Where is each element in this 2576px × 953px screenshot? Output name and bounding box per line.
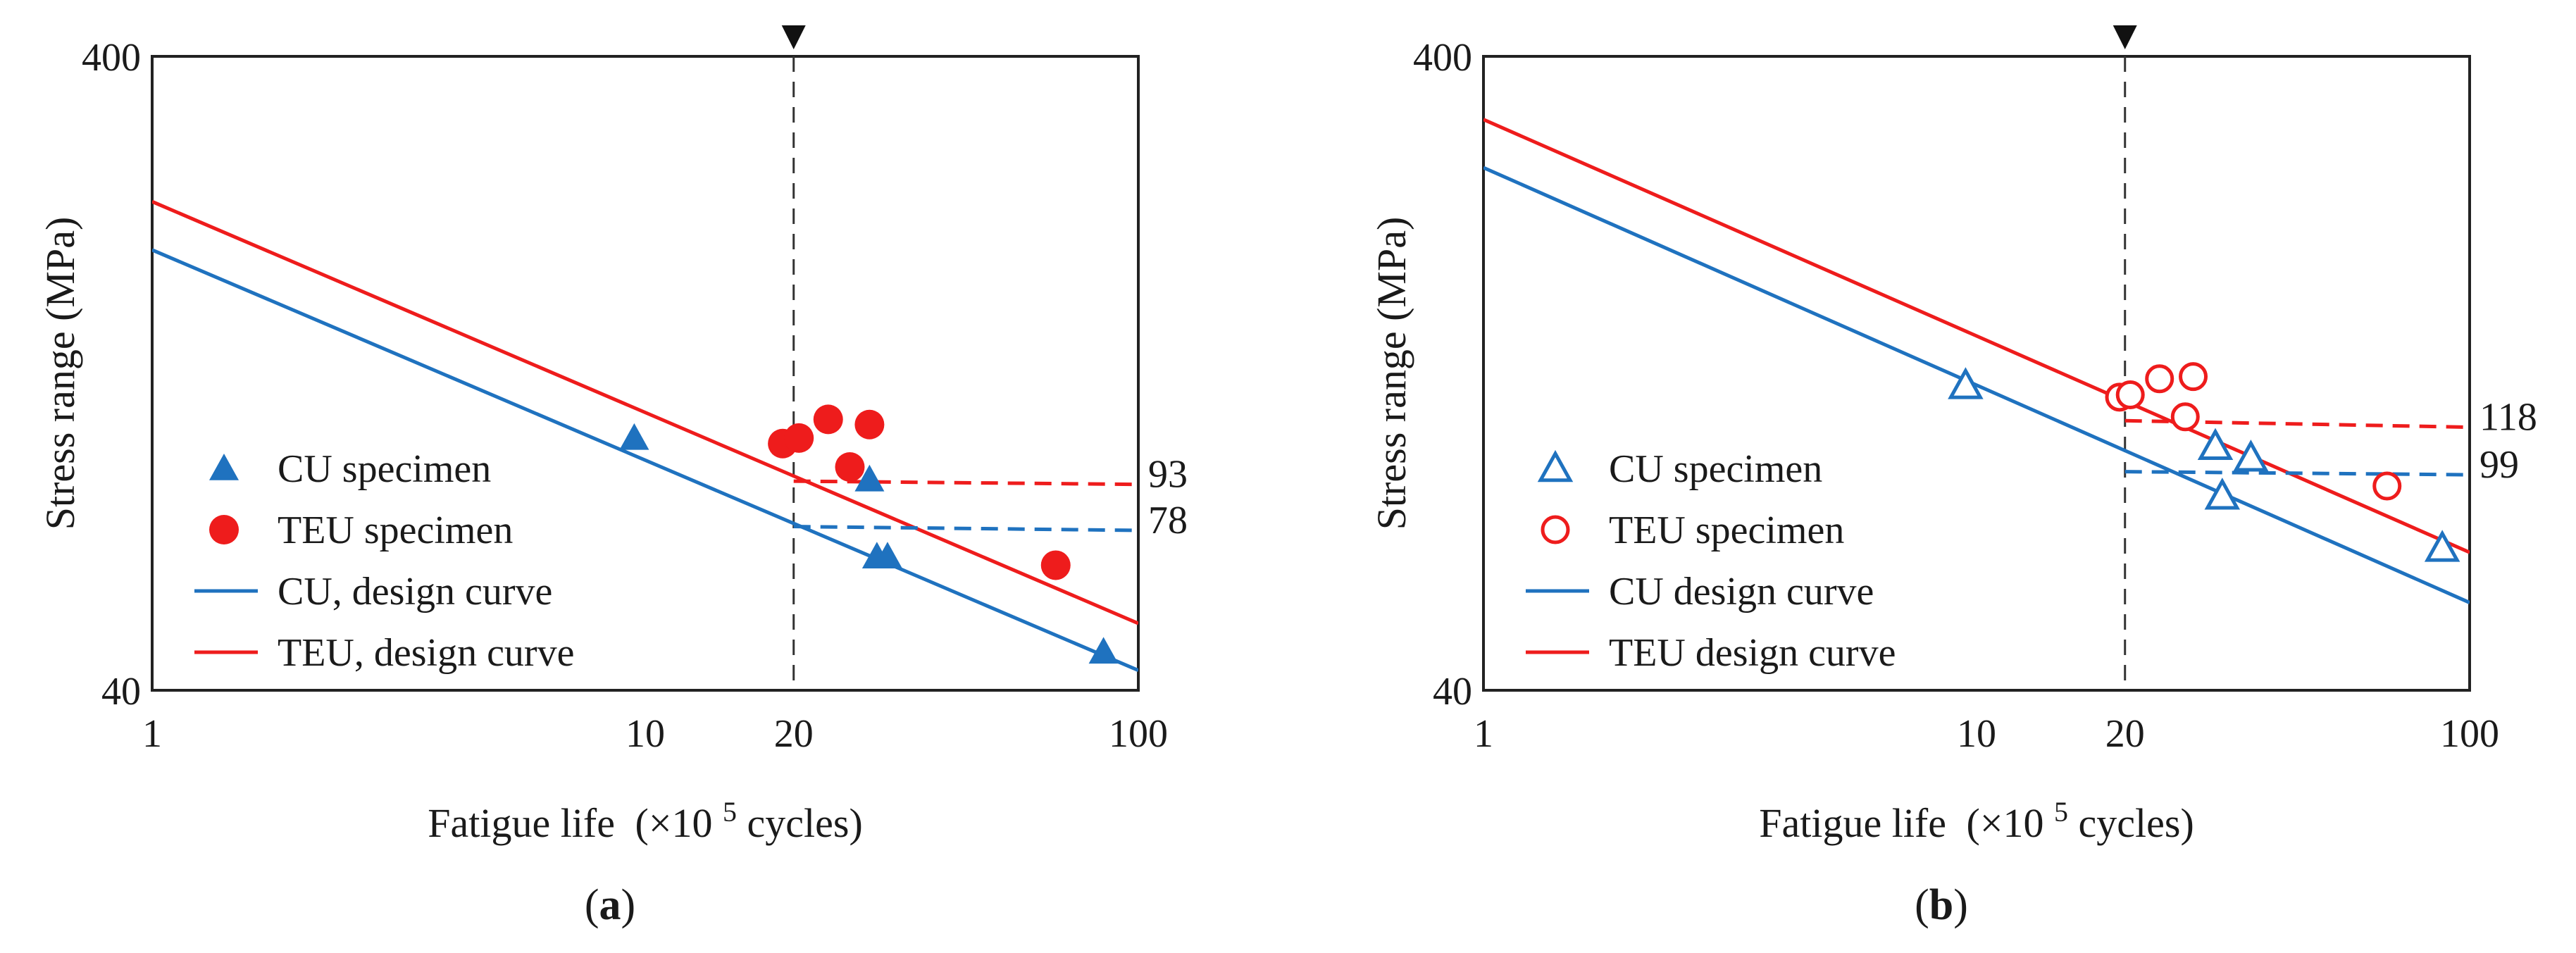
panel-caption-a: (a) (585, 881, 635, 929)
data-point-triangle (1088, 637, 1119, 664)
data-point-circle (2170, 402, 2200, 432)
x-axis-title: Fatigue life (×10 5 cycles) (428, 785, 863, 846)
reference-marker-icon (2113, 25, 2137, 49)
limit-line (793, 479, 1139, 487)
x-axis-title-main: Fatigue life (428, 800, 615, 846)
data-point-circle (1040, 550, 1071, 580)
legend-label: CU specimen (1609, 447, 1822, 491)
x-axis-title-unit-open: (×10 (1967, 800, 2044, 846)
legend-label: TEU specimen (278, 509, 513, 552)
x-tick-label: 1 (142, 712, 162, 756)
limit-value-label: 99 (2479, 443, 2519, 487)
data-point-circle (784, 423, 814, 453)
x-tick-label: 100 (2440, 712, 2499, 756)
data-point-triangle (854, 464, 885, 492)
data-point-triangle (872, 542, 902, 569)
x-axis-title-unit-close: cycles) (747, 800, 863, 846)
data-point-triangle (2204, 478, 2241, 510)
panel-caption-letter: b (1929, 881, 1953, 929)
reference-marker-icon (781, 25, 806, 49)
legend-symbol (209, 515, 239, 544)
y-tick-label: 40 (1433, 670, 1472, 714)
panel-caption-b: (b) (1915, 881, 1968, 929)
data-point-triangle (1948, 367, 1984, 399)
data-point-circle (2115, 380, 2145, 409)
legend-label: CU, design curve (278, 570, 552, 613)
x-axis-title-main: Fatigue life (1759, 800, 1946, 846)
reference-label: 20 (774, 712, 814, 756)
legend-label: CU specimen (278, 447, 491, 491)
limit-value-label: 118 (2479, 396, 2537, 440)
limit-line (793, 525, 1139, 532)
x-axis-title-unit-exp: 5 (723, 796, 737, 828)
legend-symbol (1537, 449, 1574, 482)
legend-label: TEU, design curve (278, 631, 574, 675)
y-axis-title: Stress range (MPa) (1369, 217, 1414, 530)
data-point-circle (2145, 364, 2174, 394)
x-axis-title-unit-open: (×10 (635, 800, 713, 846)
x-tick-label: 10 (1957, 712, 1996, 756)
x-tick-label: 1 (1474, 712, 1493, 756)
y-tick-label: 40 (101, 670, 141, 714)
legend-label: TEU design curve (1609, 631, 1896, 675)
design-curve-teu-design-curve (1483, 118, 2470, 554)
limit-line (2124, 470, 2470, 477)
x-tick-label: 100 (1109, 712, 1168, 756)
y-tick-label: 400 (1413, 36, 1472, 80)
reference-label: 20 (2105, 712, 2145, 756)
data-point-triangle (2233, 440, 2269, 472)
data-point-triangle (2424, 530, 2460, 562)
y-axis-title: Stress range (MPa) (37, 217, 83, 530)
plot-frame (151, 55, 1140, 692)
x-axis-title: Fatigue life (×10 5 cycles) (1759, 785, 2194, 846)
y-tick-label: 400 (82, 36, 141, 80)
data-point-circle (2372, 471, 2402, 501)
data-point-circle (854, 409, 885, 440)
legend-symbol (209, 454, 239, 480)
plot-frame (1482, 55, 2471, 692)
limit-value-label: 78 (1148, 499, 1188, 542)
panel-caption-letter: a (599, 881, 621, 929)
data-point-circle (2179, 362, 2208, 392)
legend-symbol (1541, 515, 1570, 544)
data-point-circle (835, 452, 865, 482)
limit-value-label: 93 (1148, 453, 1188, 497)
x-axis-title-unit-exp: 5 (2054, 796, 2068, 828)
legend-label: TEU specimen (1609, 509, 1844, 552)
design-curve-cu-design-curve (1483, 166, 2470, 604)
legend-label: CU design curve (1609, 570, 1874, 613)
x-tick-label: 10 (626, 712, 665, 756)
data-point-triangle (619, 423, 649, 450)
x-axis-title-unit-close: cycles) (2079, 800, 2194, 846)
data-point-triangle (2197, 428, 2234, 461)
design-curve-teu-design-curve (152, 199, 1138, 625)
data-point-circle (813, 404, 843, 435)
design-curve-cu-design-curve (152, 248, 1138, 673)
